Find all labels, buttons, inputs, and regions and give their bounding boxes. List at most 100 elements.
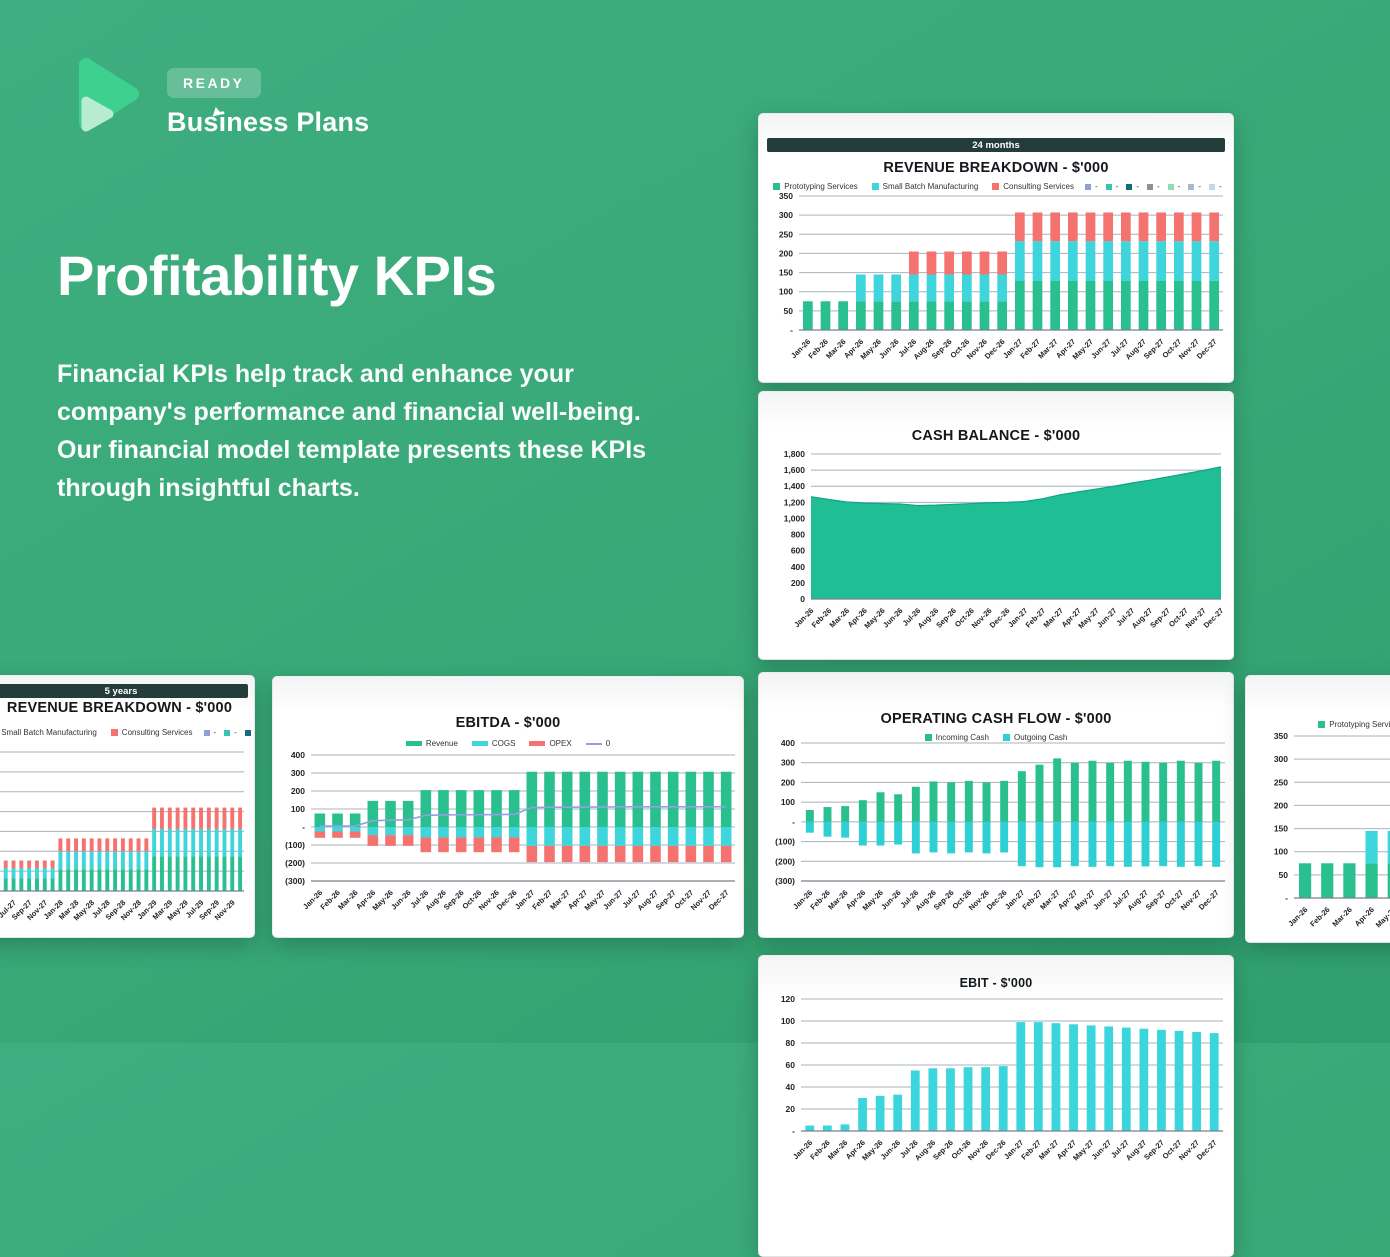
svg-text:60: 60	[786, 1060, 796, 1070]
svg-text:Jun-27: Jun-27	[1095, 606, 1118, 629]
legend-item: Revenue	[405, 739, 458, 748]
legend-label: Incoming Cash	[935, 733, 989, 742]
period-tab: 24 months	[767, 138, 1225, 152]
svg-text:100: 100	[1274, 847, 1288, 857]
svg-text:150: 150	[779, 268, 793, 278]
legend-swatch-icon	[1147, 183, 1153, 190]
legend-label: -	[1219, 182, 1222, 191]
legend-swatch-icon	[1126, 183, 1133, 190]
legend-swatch-icon	[405, 741, 422, 746]
svg-text:Sep-26: Sep-26	[931, 1138, 955, 1162]
svg-text:-: -	[792, 1126, 795, 1136]
svg-text:Dec-26: Dec-26	[983, 337, 1007, 361]
legend-label: -	[234, 728, 237, 737]
svg-text:(200): (200)	[285, 858, 305, 868]
legend-item: Incoming Cash	[924, 733, 989, 742]
svg-text:200: 200	[781, 777, 795, 787]
svg-text:300: 300	[291, 768, 305, 778]
svg-text:Dec-27: Dec-27	[1202, 606, 1226, 630]
panel-revenue-breakdown-5y: 5 years REVENUE BREAKDOWN - $'000 Protot…	[0, 675, 255, 938]
legend-item: Consulting Services	[992, 182, 1074, 191]
svg-text:Dec-26: Dec-26	[495, 888, 519, 912]
svg-text:600: 600	[791, 546, 805, 556]
period-tab: 5 years	[0, 684, 248, 698]
legend-swatch-icon	[224, 729, 231, 736]
chart-plot: Jan-26Mar-26May-26Jul-26Sep-26Nov-26Jan-…	[0, 676, 254, 937]
legend-item: -	[244, 728, 254, 737]
legend-item: -	[203, 728, 217, 737]
svg-text:Dec-27: Dec-27	[1197, 888, 1221, 912]
svg-text:350: 350	[779, 191, 793, 201]
legend-item: -	[1105, 182, 1119, 191]
legend-label: COGS	[491, 739, 516, 748]
svg-text:1,400: 1,400	[784, 481, 806, 491]
svg-text:Jun-26: Jun-26	[881, 606, 904, 629]
svg-text:(300): (300)	[285, 876, 305, 886]
legend-label: -	[1198, 182, 1202, 191]
legend-item: Prototyping Services	[773, 182, 858, 191]
svg-text:Dec-27: Dec-27	[707, 888, 731, 912]
legend-swatch-icon	[471, 741, 488, 746]
chart-legend: Revenue COGS OPEX 0	[273, 739, 743, 748]
legend-swatch-icon	[773, 183, 781, 190]
legend-item: Outgoing Cash	[1002, 733, 1067, 742]
svg-text:Apr-26: Apr-26	[1353, 905, 1376, 928]
svg-text:Sep-27: Sep-27	[1148, 606, 1172, 630]
svg-text:Mar-26: Mar-26	[1330, 905, 1353, 928]
svg-text:(200): (200)	[775, 856, 795, 866]
legend-label: Revenue	[425, 739, 458, 748]
svg-text:250: 250	[779, 229, 793, 239]
svg-text:Sep-26: Sep-26	[934, 606, 958, 630]
legend-label: -	[213, 728, 217, 737]
svg-text:Jun-27: Jun-27	[1089, 337, 1112, 360]
brand-logo: READY Business Plans	[75, 52, 369, 138]
panel-ebitda: EBITDA - $'000 Revenue COGS OPEX 0 400 300 20…	[272, 676, 744, 938]
svg-text:Dec-26: Dec-26	[988, 606, 1012, 630]
chart-title: REVENUE BREAKDOWN - $'000	[6, 700, 233, 716]
legend-item: -	[1209, 182, 1222, 191]
svg-text:100: 100	[779, 287, 793, 297]
svg-text:Jun-26: Jun-26	[879, 888, 902, 911]
svg-text:-: -	[792, 817, 795, 827]
legend-swatch-icon	[203, 729, 210, 736]
brand-badge: READY	[167, 68, 261, 98]
legend-item: -	[1084, 182, 1098, 191]
legend-swatch-icon	[1209, 183, 1216, 190]
svg-text:1,000: 1,000	[784, 513, 806, 523]
svg-text:1,200: 1,200	[784, 497, 806, 507]
svg-text:40: 40	[786, 1082, 796, 1092]
svg-text:(100): (100)	[775, 837, 795, 847]
svg-text:Dec-27: Dec-27	[1195, 1138, 1219, 1162]
legend-swatch-icon	[1188, 183, 1195, 190]
svg-text:-: -	[1285, 893, 1288, 903]
svg-text:400: 400	[781, 738, 795, 748]
svg-text:-: -	[302, 822, 305, 832]
legend-label: -	[1177, 182, 1181, 191]
legend-swatch-icon	[585, 742, 602, 745]
chart-title: REVENUE BREAKDOWN - $'000	[883, 160, 1109, 176]
svg-text:150: 150	[1274, 824, 1288, 834]
svg-text:(300): (300)	[775, 876, 795, 886]
svg-text:80: 80	[786, 1038, 796, 1048]
legend-label: -	[1115, 182, 1119, 191]
legend-swatch-icon	[244, 729, 251, 736]
svg-text:Sep-26: Sep-26	[930, 337, 954, 361]
svg-text:Sep-27: Sep-27	[1144, 888, 1168, 912]
legend-swatch-icon	[1105, 183, 1112, 190]
svg-text:Sep-27: Sep-27	[1142, 1138, 1166, 1162]
svg-text:100: 100	[291, 804, 305, 814]
legend-label: Small Batch Manufacturing	[1, 728, 97, 737]
legend-label: Consulting Services	[1003, 182, 1074, 191]
chart-plot: 120 100 80 60 40 20- Jan-26 Feb-26 Mar-26 Apr-26 M…	[759, 956, 1233, 1256]
svg-text:Sep-27: Sep-27	[1142, 337, 1166, 361]
svg-text:50: 50	[784, 306, 794, 316]
svg-text:Jun-27: Jun-27	[1091, 888, 1114, 911]
legend-swatch-icon	[1167, 183, 1174, 190]
chart-title: EBITDA - $'000	[455, 715, 561, 731]
legend-label: -	[1136, 182, 1139, 191]
legend-label: OPEX	[549, 739, 572, 748]
svg-text:Dec-27: Dec-27	[1195, 337, 1219, 361]
svg-text:120: 120	[781, 994, 795, 1004]
chart-legend: Incoming Cash Outgoing Cash	[759, 733, 1233, 742]
